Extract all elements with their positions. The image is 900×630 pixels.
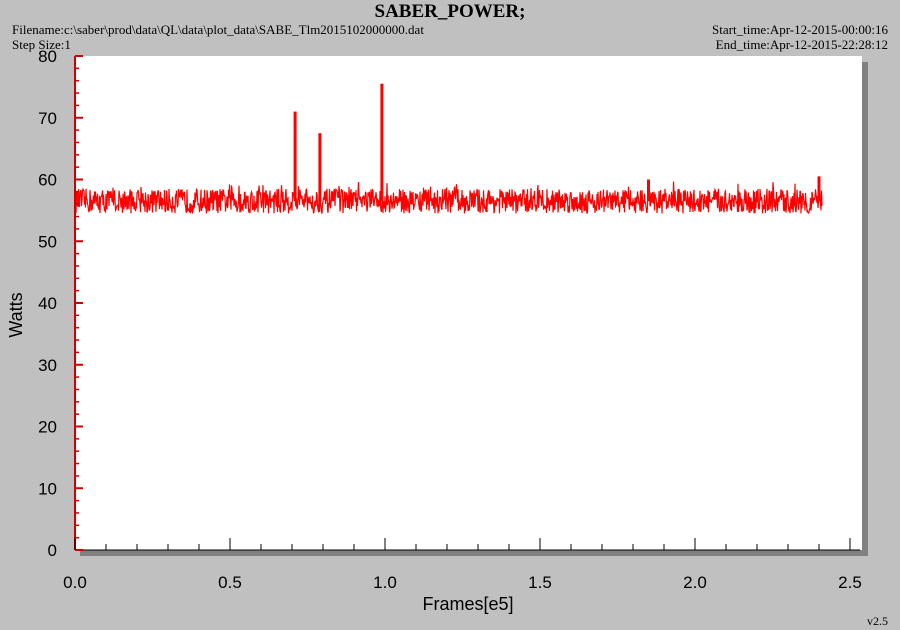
x-tick-label-2: 1.0 (373, 573, 397, 592)
y-tick-label-3: 30 (38, 356, 57, 375)
step-size-text: Step Size:1 (12, 37, 71, 52)
y-tick-label-6: 60 (38, 171, 57, 190)
chart-title: SABER_POWER; (374, 1, 526, 22)
x-tick-label-5: 2.5 (838, 573, 862, 592)
axis-layer: 0 10 20 30 40 50 60 70 80 0.0 0.5 1.0 1.5 2.0 2.5 (38, 47, 862, 592)
series-layer (74, 83, 823, 215)
y-tick-label-4: 40 (38, 294, 57, 313)
y-tick-label-0: 0 (48, 541, 57, 560)
y-tick-label-1: 10 (38, 479, 57, 498)
x-tick-label-3: 1.5 (528, 573, 552, 592)
filename-text: Filename:c:\saber\prod\data\QL\data\plot… (12, 22, 424, 37)
start-time-text: Start_time:Apr-12-2015-00:00:16 (712, 22, 888, 37)
x-tick-label-0: 0.0 (63, 573, 87, 592)
y-tick-label-8: 80 (38, 47, 57, 66)
end-time-text: End_time:Apr-12-2015-22:28:12 (715, 37, 888, 52)
version-text: v2.5 (867, 614, 888, 628)
y-tick-label-7: 70 (38, 109, 57, 128)
plot-area (75, 56, 862, 550)
x-axis-title: Frames[e5] (422, 594, 513, 614)
x-tick-label-4: 2.0 (683, 573, 707, 592)
y-axis-title: Watts (6, 292, 26, 337)
x-tick-label-1: 0.5 (218, 573, 242, 592)
y-tick-label-2: 20 (38, 418, 57, 437)
y-tick-label-5: 50 (38, 232, 57, 251)
series-line-0 (74, 83, 823, 215)
